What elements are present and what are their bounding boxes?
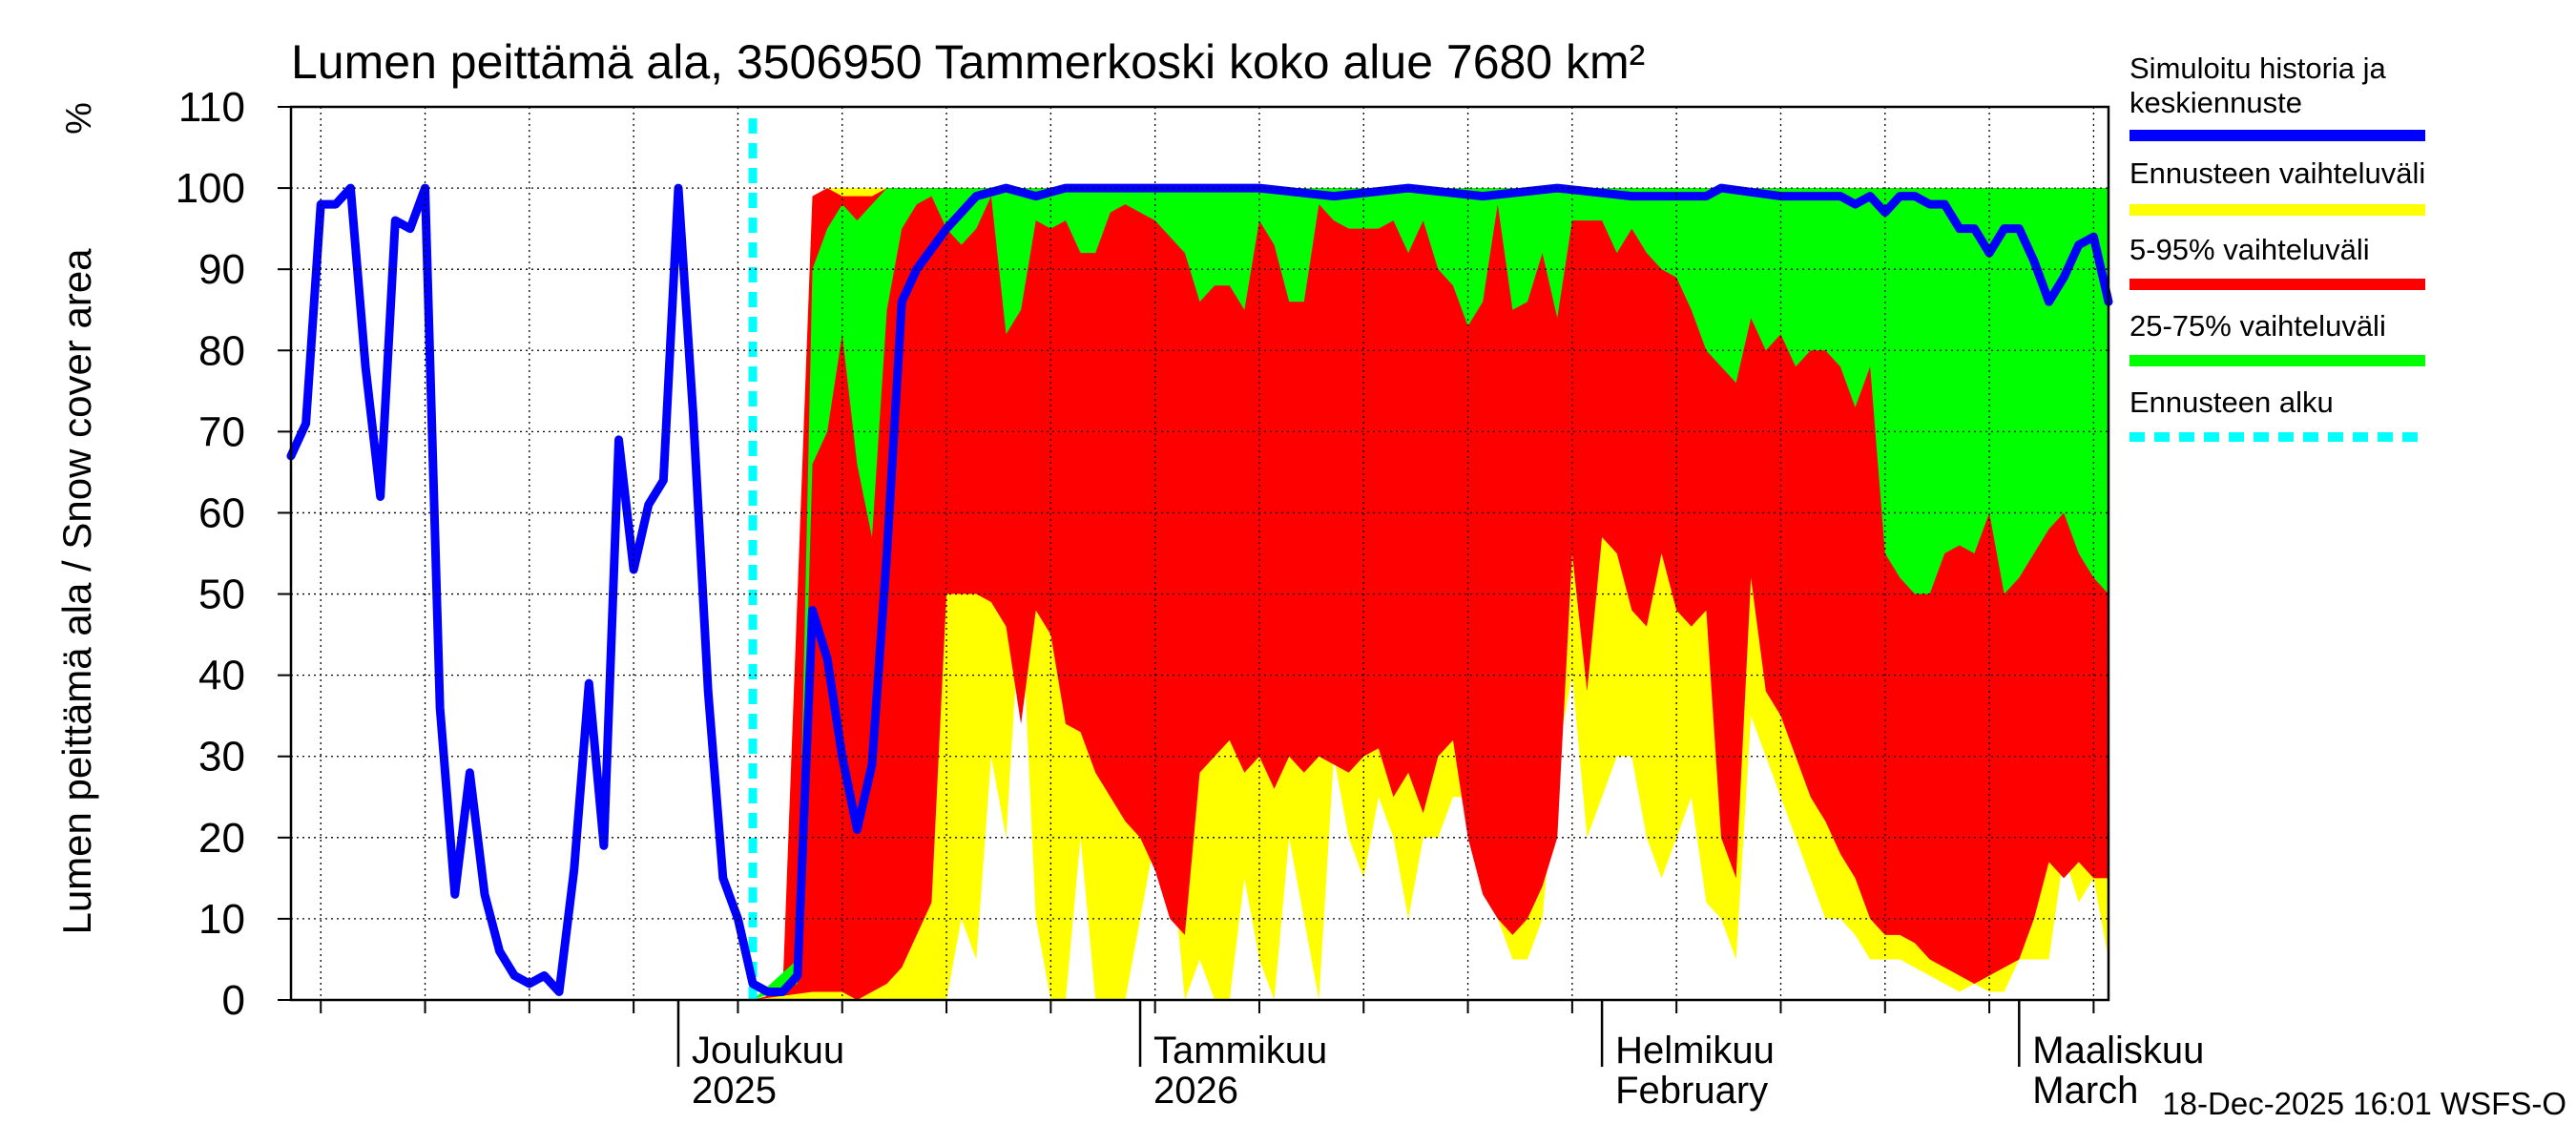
legend-swatch-25-75 bbox=[2129, 355, 2425, 366]
grid-lines bbox=[291, 107, 2109, 1000]
legend-label-5-95: 5-95% vaihteluväli bbox=[2129, 233, 2370, 266]
y-tick-label-90: 90 bbox=[198, 246, 245, 293]
x-year-label-1: 2026 bbox=[1153, 1070, 1238, 1112]
y-tick-label-100: 100 bbox=[176, 165, 245, 212]
y-tick-label-0: 0 bbox=[222, 977, 245, 1024]
legend-swatch-mean bbox=[2129, 130, 2425, 141]
y-unit-label: % bbox=[59, 102, 99, 135]
footer-timestamp: 18-Dec-2025 16:01 WSFS-O bbox=[2162, 1086, 2566, 1121]
legend-label-25-75: 25-75% vaihteluväli bbox=[2129, 309, 2386, 343]
x-month-label-3: Maaliskuu bbox=[2032, 1030, 2204, 1072]
y-tick-label-60: 60 bbox=[198, 489, 245, 536]
band-25-75 bbox=[753, 188, 2109, 1000]
x-year-label-0: 2025 bbox=[692, 1070, 777, 1112]
y-tick-label-50: 50 bbox=[198, 572, 245, 618]
legend-label-mean-2: keskiennuste bbox=[2129, 86, 2302, 119]
legend-swatch-range bbox=[2129, 204, 2425, 216]
y-tick-label-30: 30 bbox=[198, 734, 245, 781]
y-tick-label-110: 110 bbox=[178, 84, 245, 131]
x-month-label-2: Helmikuu bbox=[1615, 1030, 1775, 1072]
legend-label-forecast-start: Ennusteen alku bbox=[2129, 385, 2334, 419]
legend-swatch-5-95 bbox=[2129, 279, 2425, 290]
y-tick-label-40: 40 bbox=[198, 653, 245, 699]
y-axis-label: Lumen peittämä ala / Snow cover area bbox=[54, 248, 99, 935]
chart-title: Lumen peittämä ala, 3506950 Tammerkoski … bbox=[291, 35, 1645, 89]
legend-label-range: Ennusteen vaihteluväli bbox=[2129, 156, 2425, 190]
series-line-mean bbox=[286, 183, 2113, 996]
legend: Simuloitu historia ja keskiennuste Ennus… bbox=[2129, 52, 2425, 442]
y-tick-label-70: 70 bbox=[198, 408, 245, 455]
x-year-label-2: February bbox=[1615, 1070, 1768, 1112]
legend-label-mean: Simuloitu historia ja bbox=[2129, 52, 2387, 85]
y-tick-label-80: 80 bbox=[198, 327, 245, 374]
plot-frame bbox=[289, 105, 2110, 1002]
x-year-label-3: March bbox=[2032, 1070, 2138, 1112]
y-tick-label-20: 20 bbox=[198, 815, 245, 862]
x-month-label-1: Tammikuu bbox=[1153, 1030, 1327, 1072]
y-tick-label-10: 10 bbox=[198, 896, 245, 943]
x-month-label-0: Joulukuu bbox=[692, 1030, 844, 1072]
